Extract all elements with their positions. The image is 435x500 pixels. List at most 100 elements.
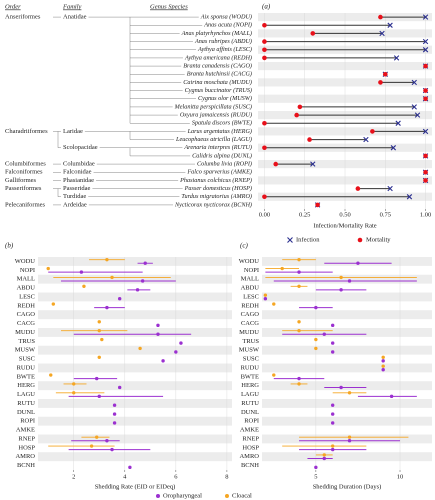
point: [330, 421, 335, 425]
species-label: Arenaria interpres (RUTU): [183, 144, 252, 151]
point: [156, 323, 160, 328]
point: [263, 293, 268, 297]
point: [356, 261, 360, 265]
mortality-dot: [262, 39, 267, 44]
y-tick-label: DUNL: [17, 409, 35, 416]
point: [339, 385, 343, 390]
point: [112, 421, 117, 425]
x-tick-label: 6: [174, 473, 178, 480]
legend-marker: [287, 237, 293, 243]
y-tick-label: TRUS: [242, 338, 259, 345]
species-label: Columba livia (ROPI): [197, 161, 252, 168]
point: [297, 328, 301, 333]
legend-marker: [156, 494, 160, 498]
species-label: Nycticorax nycticorax (BCNH): [174, 201, 252, 208]
species-label: Passer domesticus (HOSP): [184, 185, 252, 192]
point: [322, 453, 326, 457]
point: [314, 305, 318, 310]
y-tick-label: RNEP: [18, 435, 35, 442]
point: [143, 261, 147, 265]
point: [314, 465, 318, 470]
y-tick-label: AMRO: [239, 453, 259, 460]
mortality-dot: [262, 55, 267, 61]
mortality-dot: [423, 63, 428, 69]
point: [389, 394, 394, 399]
species-label: Aix sponsa (WODU): [200, 14, 252, 21]
legend-label: Oropharyngeal: [163, 492, 202, 499]
family-label: Falconidae: [63, 169, 92, 176]
x-axis-title: Infection/Mortality Rate: [313, 222, 376, 229]
y-tick-label: REDH: [241, 302, 259, 309]
point: [82, 284, 86, 288]
y-tick-label: LAGU: [17, 391, 35, 398]
x-tick-label: 4: [123, 473, 127, 480]
x-axis-title: Shedding Rate (EID or EIDeq): [95, 483, 176, 490]
x-tick-label: 0.25: [299, 211, 310, 218]
y-tick-label: WODU: [239, 258, 260, 265]
mortality-dot: [315, 202, 320, 208]
infection-x: [422, 38, 429, 45]
legend-label: Cloacal: [232, 492, 252, 499]
y-tick-label: MALL: [241, 276, 259, 283]
point: [330, 447, 335, 452]
row-band: [38, 292, 232, 302]
point: [381, 355, 385, 359]
point: [135, 288, 140, 292]
point: [381, 368, 385, 372]
y-tick-label: REDH: [17, 302, 35, 309]
infection-x: [387, 185, 393, 192]
point: [97, 394, 101, 399]
mortality-dot: [378, 80, 383, 85]
mortality-dot: [294, 112, 299, 118]
x-axis-title: Shedding Duration (Days): [313, 483, 382, 490]
infection-x: [411, 79, 417, 86]
x-tick-label: 0.50: [339, 211, 350, 218]
y-tick-label: SUSC: [243, 356, 259, 363]
row-band: [262, 328, 432, 337]
point: [72, 391, 76, 395]
species-label: Aythya affinis (LESC): [197, 46, 252, 53]
y-tick-label: NOPI: [244, 267, 259, 274]
y-tick-label: LESC: [243, 293, 259, 300]
mortality-dot: [423, 96, 428, 102]
y-tick-label: SUSC: [19, 356, 35, 363]
mortality-dot: [262, 22, 267, 28]
point: [105, 439, 109, 443]
point: [95, 435, 99, 439]
y-tick-label: ABDU: [17, 285, 36, 292]
point: [347, 435, 352, 439]
species-label: Leucophaeus atricilla (LAGU): [175, 136, 252, 143]
point: [330, 403, 335, 407]
point: [117, 385, 122, 390]
point: [128, 465, 132, 470]
species-label: Spatula discors (BWTE): [192, 120, 252, 127]
order-label: Anseriformes: [5, 14, 41, 21]
y-tick-label: MALL: [17, 276, 35, 283]
point: [322, 332, 326, 336]
infection-x: [406, 194, 413, 200]
mortality-dot: [262, 47, 267, 53]
point: [322, 456, 326, 461]
point: [280, 266, 284, 271]
point: [330, 341, 335, 345]
point: [347, 279, 352, 283]
y-tick-label: TRUS: [18, 338, 35, 345]
family-label: Ardeidae: [63, 201, 87, 208]
header: Family: [62, 3, 82, 10]
point: [314, 346, 318, 351]
point: [339, 275, 343, 280]
family-label: Scolopacidae: [63, 144, 98, 151]
y-tick-label: ROPI: [244, 418, 259, 425]
family-label: Anatidae: [63, 14, 87, 21]
y-tick-label: RUTU: [17, 400, 35, 407]
point: [297, 382, 301, 386]
point: [381, 359, 385, 363]
row-band: [38, 399, 232, 408]
order-label: Pelecaniformes: [5, 201, 46, 208]
order-label: Galliformes: [5, 177, 37, 184]
y-tick-label: LAGU: [241, 391, 259, 398]
row-band: [262, 452, 432, 462]
point: [112, 412, 117, 416]
family-label: Columbidae: [63, 161, 95, 168]
